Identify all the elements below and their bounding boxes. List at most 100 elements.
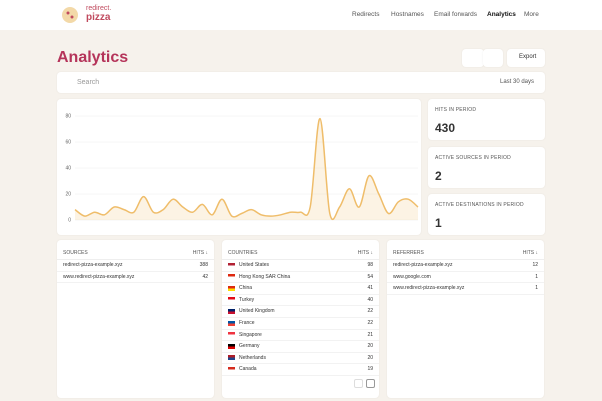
export-label: Export — [519, 54, 537, 60]
y-tick-label: 80 — [65, 114, 71, 120]
table-card: SOURCES HITS ↓ redirect-pizza-example.xyz 3… — [57, 240, 214, 398]
line — [74, 117, 419, 221]
stat-card: HITS IN PERIOD 430 — [428, 99, 545, 140]
row-value: 1 — [535, 285, 538, 292]
row-label: Turkey — [239, 296, 255, 303]
divider — [222, 340, 379, 342]
divider — [387, 270, 544, 272]
chart-card: 0 20 40 60 80 — [57, 99, 421, 235]
table-header: REFERRERS — [393, 250, 424, 256]
y-tick-label: 20 — [65, 192, 71, 198]
flag-icon — [228, 366, 235, 372]
table-toggle[interactable] — [483, 49, 503, 67]
stat-label: ACTIVE SOURCES IN PERIOD — [435, 154, 511, 161]
row-value: 20 — [367, 354, 373, 361]
header — [0, 0, 602, 30]
flag-icon — [228, 274, 235, 280]
flag-icon — [228, 343, 235, 349]
row-label: www.redirect-pizza-example.xyz — [393, 285, 465, 292]
row-value: 1 — [535, 273, 538, 280]
stat-card: ACTIVE SOURCES IN PERIOD 2 — [428, 146, 545, 188]
row-label: China — [239, 285, 253, 292]
chart-toggle[interactable] — [462, 49, 484, 67]
divider — [57, 282, 214, 284]
row-label: Netherlands — [239, 354, 266, 361]
divider — [222, 316, 379, 318]
divider — [57, 259, 214, 260]
table-card: REFERRERS HITS ↓ redirect-pizza-example.xy… — [387, 240, 544, 398]
stat-card: ACTIVE DESTINATIONS IN PERIOD 1 — [428, 194, 545, 235]
row-label: www.redirect-pizza-example.xyz — [63, 273, 135, 280]
row-value: 12 — [532, 262, 538, 268]
row-label: Hong Kong SAR China — [239, 273, 291, 280]
divider — [222, 351, 379, 353]
divider — [222, 328, 379, 330]
flag-icon — [228, 262, 235, 268]
row-label: www.google.com — [393, 273, 431, 280]
y-tick-label: 60 — [65, 140, 71, 146]
nav-link[interactable]: Hostnames — [391, 11, 424, 18]
divider — [222, 363, 379, 365]
search-placeholder: Search — [77, 79, 100, 86]
row-value: 98 — [367, 262, 373, 268]
row-value: 22 — [367, 320, 373, 326]
row-label: Germany — [239, 343, 260, 350]
row-label: France — [239, 320, 255, 326]
row-label: Canada — [239, 366, 257, 373]
nav-link[interactable]: Email forwards — [434, 11, 477, 18]
row-value: 20 — [367, 343, 373, 350]
logo-icon — [62, 7, 78, 23]
search-bar[interactable]: Search Last 30 days — [57, 72, 545, 93]
divider — [222, 293, 379, 295]
row-value: 40 — [367, 296, 373, 303]
flag-icon — [228, 297, 235, 303]
row-value: 388 — [199, 262, 208, 268]
table-header: HITS ↓ — [522, 250, 538, 256]
row-value: 42 — [202, 273, 208, 280]
flag-icon — [228, 332, 235, 338]
row-label: United Kingdom — [239, 308, 275, 315]
nav-link[interactable]: Redirects — [352, 11, 380, 18]
row-label: Singapore — [239, 331, 262, 338]
page-next[interactable] — [366, 379, 375, 388]
row-value: 22 — [367, 308, 373, 315]
stat-value: 430 — [435, 121, 456, 135]
nav-link[interactable]: More — [524, 11, 539, 18]
y-tick-label: 40 — [65, 166, 71, 172]
date-range[interactable]: Last 30 days — [500, 79, 535, 85]
stat-label: ACTIVE DESTINATIONS IN PERIOD — [435, 202, 524, 208]
flag-icon — [228, 285, 235, 291]
y-tick-label: 0 — [68, 218, 71, 224]
chart: 0 20 40 60 80 — [65, 114, 419, 224]
divider — [57, 270, 214, 272]
divider — [222, 282, 379, 284]
stat-value: 2 — [435, 168, 442, 183]
divider — [387, 282, 544, 284]
table-header: SOURCES — [63, 250, 88, 256]
row-label: United States — [239, 262, 270, 268]
stat-label: HITS IN PERIOD — [435, 107, 477, 113]
row-value: 41 — [367, 285, 373, 292]
flag-icon — [228, 308, 235, 314]
divider — [387, 259, 544, 260]
divider — [222, 259, 379, 260]
row-value: 19 — [367, 366, 373, 373]
table-header: HITS ↓ — [357, 250, 373, 256]
area — [75, 118, 418, 220]
divider — [387, 293, 544, 295]
logo-text[interactable]: redirect. — [86, 5, 112, 12]
page-prev[interactable] — [354, 379, 363, 388]
row-label: redirect-pizza-example.xyz — [393, 262, 453, 268]
divider — [222, 374, 379, 376]
divider — [222, 305, 379, 307]
logo-text[interactable]: pizza — [86, 12, 111, 23]
export-button[interactable]: Export — [507, 49, 545, 67]
row-label: redirect-pizza-example.xyz — [63, 262, 123, 268]
table-header: COUNTRIES — [228, 250, 258, 256]
divider — [222, 270, 379, 272]
nav-link[interactable]: Analytics — [487, 11, 516, 18]
row-value: 21 — [367, 331, 373, 338]
table-card: COUNTRIES HITS ↓ United States 98 Hong Kong … — [222, 240, 379, 398]
table-header: HITS ↓ — [192, 250, 208, 256]
